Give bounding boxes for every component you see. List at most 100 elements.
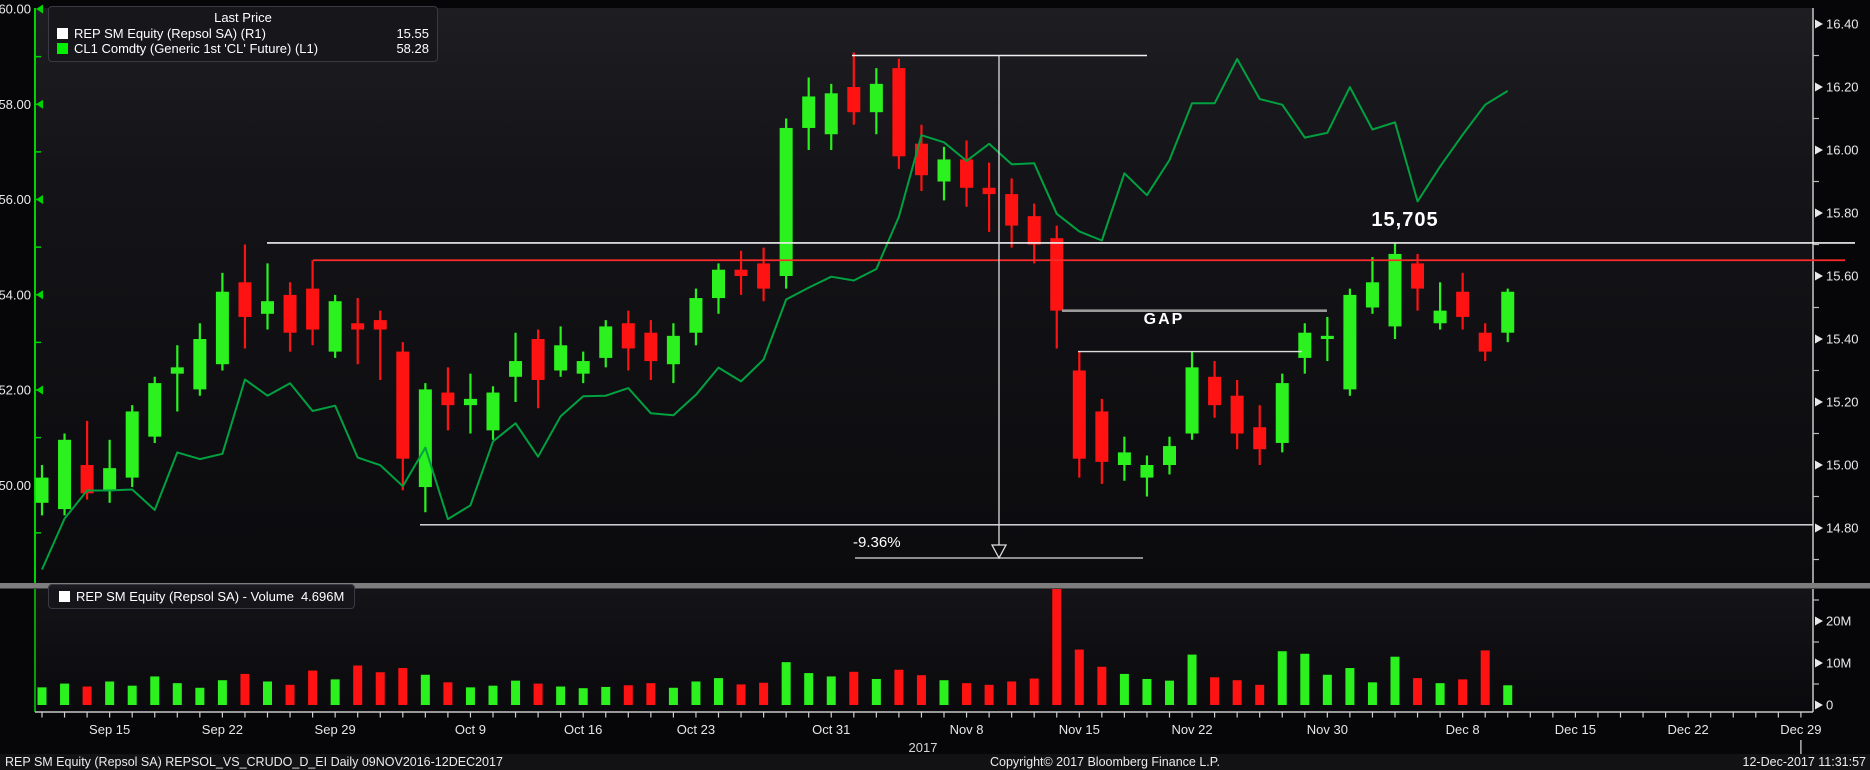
volume-bar bbox=[533, 683, 543, 705]
svg-text:Dec 8: Dec 8 bbox=[1446, 722, 1480, 737]
svg-text:14.80: 14.80 bbox=[1826, 521, 1859, 536]
volume-bar bbox=[60, 683, 70, 705]
volume-bar bbox=[240, 673, 250, 705]
volume-bar bbox=[1187, 654, 1197, 705]
svg-text:50.00: 50.00 bbox=[0, 478, 31, 493]
rep-series-label: REP SM Equity (Repsol SA) (R1) bbox=[74, 26, 266, 41]
candle-body bbox=[1027, 216, 1041, 245]
svg-text:15.00: 15.00 bbox=[1826, 458, 1859, 473]
candle-body bbox=[396, 351, 410, 459]
candle-body bbox=[1005, 194, 1019, 226]
candle-body bbox=[1275, 383, 1289, 443]
volume-bar bbox=[759, 682, 769, 705]
candle-body bbox=[373, 320, 387, 330]
drop-arrowhead-icon bbox=[990, 544, 1008, 560]
volume-bar bbox=[556, 686, 566, 705]
candle-body bbox=[1230, 395, 1244, 434]
candle-body bbox=[734, 269, 748, 276]
candle-body bbox=[463, 398, 477, 406]
candle-body bbox=[125, 411, 139, 478]
legend-row-cl1[interactable]: CL1 Comdty (Generic 1st 'CL' Future) (L1… bbox=[57, 41, 429, 56]
candle-body bbox=[1208, 376, 1222, 406]
volume-bar bbox=[1029, 678, 1039, 705]
volume-series-swatch-icon bbox=[59, 591, 70, 602]
svg-text:56.00: 56.00 bbox=[0, 192, 31, 207]
volume-bar bbox=[308, 670, 318, 705]
volume-bar bbox=[1503, 685, 1513, 705]
cl1-series-label: CL1 Comdty (Generic 1st 'CL' Future) (L1… bbox=[74, 41, 319, 56]
candle-body bbox=[283, 294, 297, 333]
candle-body bbox=[441, 392, 455, 406]
volume-bar bbox=[623, 685, 633, 705]
volume-bar bbox=[871, 678, 881, 705]
cl1-crude-line bbox=[41, 58, 1509, 570]
svg-text:Nov 22: Nov 22 bbox=[1171, 722, 1212, 737]
candle-body bbox=[80, 465, 94, 494]
candle-body bbox=[1050, 238, 1064, 311]
rep-last-price: 15.55 bbox=[396, 26, 429, 41]
candle-body bbox=[509, 361, 523, 377]
legend-row-rep[interactable]: REP SM Equity (Repsol SA) (R1) 15.55 bbox=[57, 26, 429, 41]
svg-text:Nov 8: Nov 8 bbox=[950, 722, 984, 737]
svg-text:Oct 23: Oct 23 bbox=[677, 722, 715, 737]
candle-body bbox=[1253, 427, 1267, 450]
cl1-series-swatch-icon bbox=[57, 43, 68, 54]
gap-annotation: GAP bbox=[1143, 311, 1185, 328]
candle-body bbox=[103, 468, 117, 491]
svg-text:Oct 9: Oct 9 bbox=[455, 722, 486, 737]
volume-bar bbox=[353, 665, 363, 705]
volume-bar bbox=[601, 686, 611, 705]
candle-body bbox=[779, 127, 793, 276]
volume-bar bbox=[285, 684, 295, 705]
price-panel-background[interactable] bbox=[35, 8, 1813, 583]
candle-body bbox=[1185, 367, 1199, 434]
price-legend[interactable]: Last Price REP SM Equity (Repsol SA) (R1… bbox=[48, 6, 438, 62]
candle-body bbox=[1343, 294, 1357, 390]
candle-body bbox=[486, 392, 500, 431]
candle-body bbox=[982, 187, 996, 195]
volume-bar bbox=[263, 681, 272, 705]
candle-body bbox=[1140, 465, 1154, 478]
svg-text:15.40: 15.40 bbox=[1826, 332, 1859, 347]
volume-bar bbox=[1007, 681, 1017, 705]
volume-bar bbox=[1232, 680, 1242, 705]
volume-bar bbox=[37, 687, 47, 705]
volume-bar bbox=[691, 681, 701, 705]
svg-text:20M: 20M bbox=[1826, 614, 1851, 629]
candle-body bbox=[1095, 411, 1109, 462]
volume-bar bbox=[330, 679, 340, 705]
volume-bar bbox=[916, 675, 926, 705]
volume-bar bbox=[984, 684, 994, 705]
candle-body bbox=[238, 282, 252, 317]
volume-bar bbox=[82, 686, 92, 705]
volume-bar bbox=[668, 687, 678, 705]
volume-bar bbox=[1119, 673, 1129, 705]
svg-text:52.00: 52.00 bbox=[0, 383, 31, 398]
candle-body bbox=[170, 367, 184, 374]
candle-body bbox=[576, 361, 590, 374]
volume-bar bbox=[217, 680, 227, 705]
candle-body bbox=[892, 68, 906, 157]
candle-body bbox=[1298, 332, 1312, 358]
status-timestamp: 12-Dec-2017 11:31:57 bbox=[1742, 755, 1866, 769]
volume-bar bbox=[1255, 684, 1265, 705]
volume-legend[interactable]: REP SM Equity (Repsol SA) - Volume 4.696… bbox=[48, 584, 356, 609]
volume-bar bbox=[1142, 678, 1152, 705]
svg-text:16.20: 16.20 bbox=[1826, 80, 1859, 95]
candle-body bbox=[1163, 446, 1176, 465]
candle-body bbox=[1411, 263, 1425, 289]
status-bar: REP SM Equity (Repsol SA) REPSOL_VS_CRUD… bbox=[0, 754, 1870, 770]
svg-text:15.60: 15.60 bbox=[1826, 269, 1859, 284]
status-copyright: Copyright© 2017 Bloomberg Finance L.P. bbox=[990, 755, 1220, 769]
volume-bar bbox=[736, 684, 746, 705]
candle-body bbox=[802, 96, 816, 128]
candle-body bbox=[1501, 291, 1515, 333]
candle-body bbox=[847, 87, 861, 113]
candle-body bbox=[1320, 335, 1334, 339]
candle-body bbox=[712, 269, 725, 299]
volume-bar bbox=[1413, 678, 1423, 705]
series-marks bbox=[35, 52, 1515, 705]
volume-bar bbox=[1165, 680, 1174, 705]
volume-bar bbox=[646, 683, 656, 705]
